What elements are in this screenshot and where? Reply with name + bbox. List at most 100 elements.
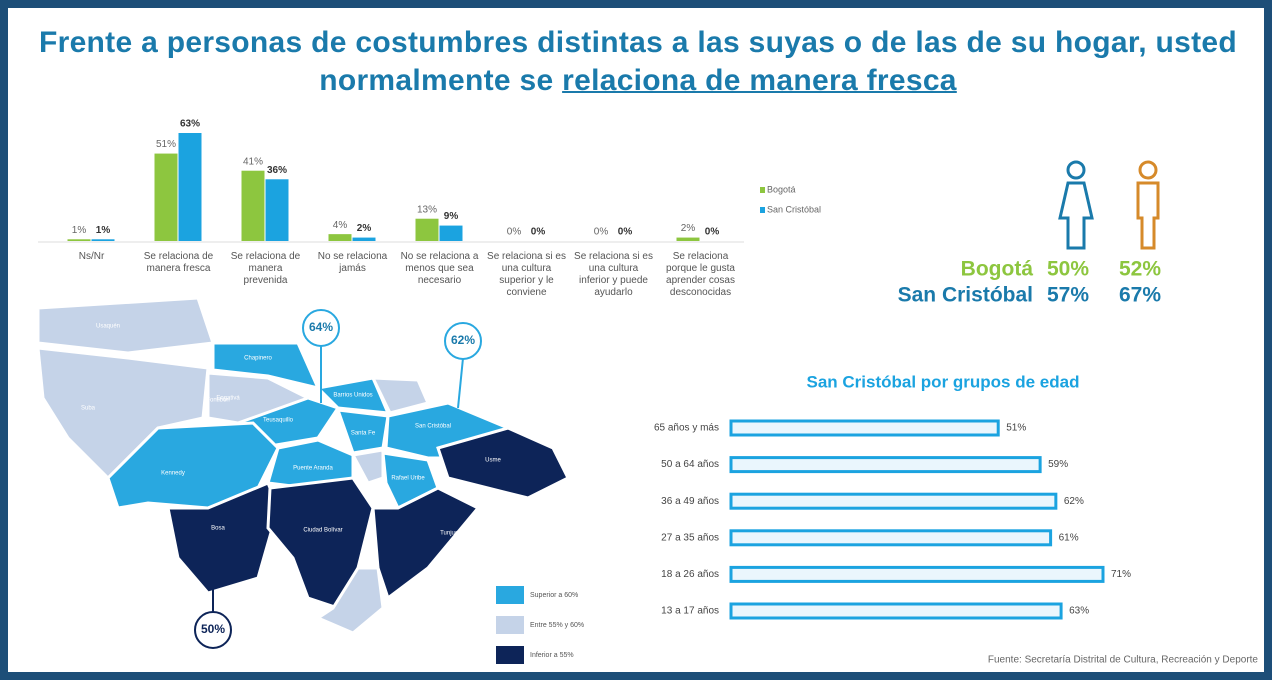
y-tick-label: 50 a 64 años <box>661 459 719 470</box>
canvas: 1% 1% 51% 63% 41% 36% 4% 2% 13% 9% 0% 0% 0% 0% 2% 0% Bog… <box>36 119 1259 666</box>
locality-label: Chapinero <box>244 356 272 362</box>
value-label: 9% <box>444 211 459 222</box>
locality-label: Tunjuelito <box>440 531 466 537</box>
x-tick-label: Se relaciona si es una cultura superior … <box>487 251 566 298</box>
bar <box>729 492 1058 510</box>
y-tick-label: 27 a 35 años <box>661 532 719 543</box>
bar <box>729 419 1000 437</box>
title-text: Frente a personas de costumbres distinta… <box>38 26 1238 97</box>
value-label: 1% <box>96 225 111 236</box>
gender-icons <box>1058 160 1160 250</box>
bar <box>91 239 115 241</box>
bar <box>154 153 178 241</box>
locality-label: Bosa <box>211 526 225 532</box>
value-label: 51% <box>1006 423 1026 434</box>
legend-label: Entre 55% y 60% <box>530 622 584 629</box>
locality-label: Kennedy <box>161 471 185 477</box>
locality-label: Puente Aranda <box>293 466 333 472</box>
bar <box>729 565 1105 583</box>
value-label: 13% <box>417 204 437 215</box>
gender-value: 57% <box>1047 284 1089 307</box>
value-label: 63% <box>1069 606 1089 617</box>
bar <box>67 239 91 241</box>
bar <box>265 179 289 241</box>
value-label: 1% <box>72 225 87 236</box>
callout-line <box>457 357 464 409</box>
bar <box>178 133 202 241</box>
locality-label: Santa Fe <box>351 431 376 437</box>
x-tick-label: No se relaciona jamás <box>317 251 388 274</box>
legend-swatch <box>496 646 524 664</box>
x-tick-label: Ns/Nr <box>78 251 105 262</box>
legend-label: Superior a 60% <box>530 592 578 599</box>
value-label: 36% <box>267 165 287 176</box>
map <box>36 296 571 635</box>
locality-label: Suba <box>81 406 96 412</box>
chart-title: San Cristóbal por grupos de edad <box>807 372 1080 391</box>
callout-label: 50% <box>201 622 225 636</box>
value-label: 63% <box>180 119 200 130</box>
title: Frente a personas de costumbres distinta… <box>20 24 1256 100</box>
gender-group: Bogotá <box>961 258 1034 281</box>
y-tick-label: 36 a 49 años <box>661 496 719 507</box>
bar <box>729 602 1063 620</box>
bar <box>352 237 376 241</box>
locality-label: Fontibón <box>206 398 229 404</box>
gender-value: 52% <box>1119 258 1161 281</box>
locality-label: Usme <box>485 458 501 464</box>
legend-label: San Cristóbal <box>767 204 821 214</box>
locality-label: Usaquén <box>96 324 120 330</box>
y-tick-label: 65 años y más <box>654 423 719 434</box>
value-label: 2% <box>681 223 696 234</box>
x-tick-label: Se relaciona de manera prevenida <box>230 251 301 286</box>
legend-label: Inferior a 55% <box>530 652 574 659</box>
locality-label: Engativá <box>216 396 240 402</box>
legend-swatch <box>496 616 524 634</box>
locality-label: San Cristóbal <box>415 424 451 430</box>
value-label: 0% <box>705 227 720 238</box>
legend-swatch <box>760 207 765 213</box>
legend-swatch <box>496 586 524 604</box>
y-tick-label: 13 a 17 años <box>661 606 719 617</box>
gender-value: 50% <box>1047 258 1089 281</box>
value-label: 62% <box>1064 496 1084 507</box>
callout-label: 62% <box>451 333 475 347</box>
bar <box>328 234 352 241</box>
value-label: 4% <box>333 220 348 231</box>
bar <box>415 218 439 241</box>
y-tick-label: 18 a 26 años <box>661 569 719 580</box>
bar <box>439 225 463 241</box>
locality-label: Rafael Uribe <box>391 476 425 482</box>
x-tick-label: Se relaciona si es una cultura inferior … <box>574 251 653 298</box>
x-tick-label: Se relaciona porque le gusta aprender co… <box>666 251 735 298</box>
x-tick-label: No se relaciona a menos que sea necesari… <box>400 251 479 286</box>
value-label: 0% <box>594 227 609 238</box>
source: Fuente: Secretaría Distrital de Cultura,… <box>988 655 1259 666</box>
value-label: 59% <box>1048 459 1068 470</box>
bar <box>241 170 265 241</box>
callout-circle <box>302 309 340 347</box>
bar <box>676 237 700 241</box>
gender-value: 67% <box>1119 284 1161 307</box>
locality-label: Barrios Unidos <box>333 393 372 399</box>
value-label: 2% <box>357 223 372 234</box>
locality-label: Ciudad Bolívar <box>303 528 342 534</box>
x-tick-label: Se relaciona de manera fresca <box>143 251 214 274</box>
gender-group: San Cristóbal <box>898 284 1033 307</box>
legend-swatch <box>760 187 765 193</box>
value-label: 0% <box>531 227 546 238</box>
callout-circle <box>194 611 232 649</box>
value-label: 51% <box>156 139 176 150</box>
locality-label: Teusaquillo <box>263 418 294 424</box>
value-label: 71% <box>1111 569 1131 580</box>
bar <box>729 529 1053 547</box>
value-label: 0% <box>507 227 522 238</box>
callout-circle <box>444 322 482 360</box>
value-label: 61% <box>1059 532 1079 543</box>
title-underlined: relaciona de manera fresca <box>562 64 957 97</box>
bar <box>729 456 1042 474</box>
value-label: 0% <box>618 227 633 238</box>
legend-label: Bogotá <box>767 184 796 194</box>
value-label: 41% <box>243 156 263 167</box>
